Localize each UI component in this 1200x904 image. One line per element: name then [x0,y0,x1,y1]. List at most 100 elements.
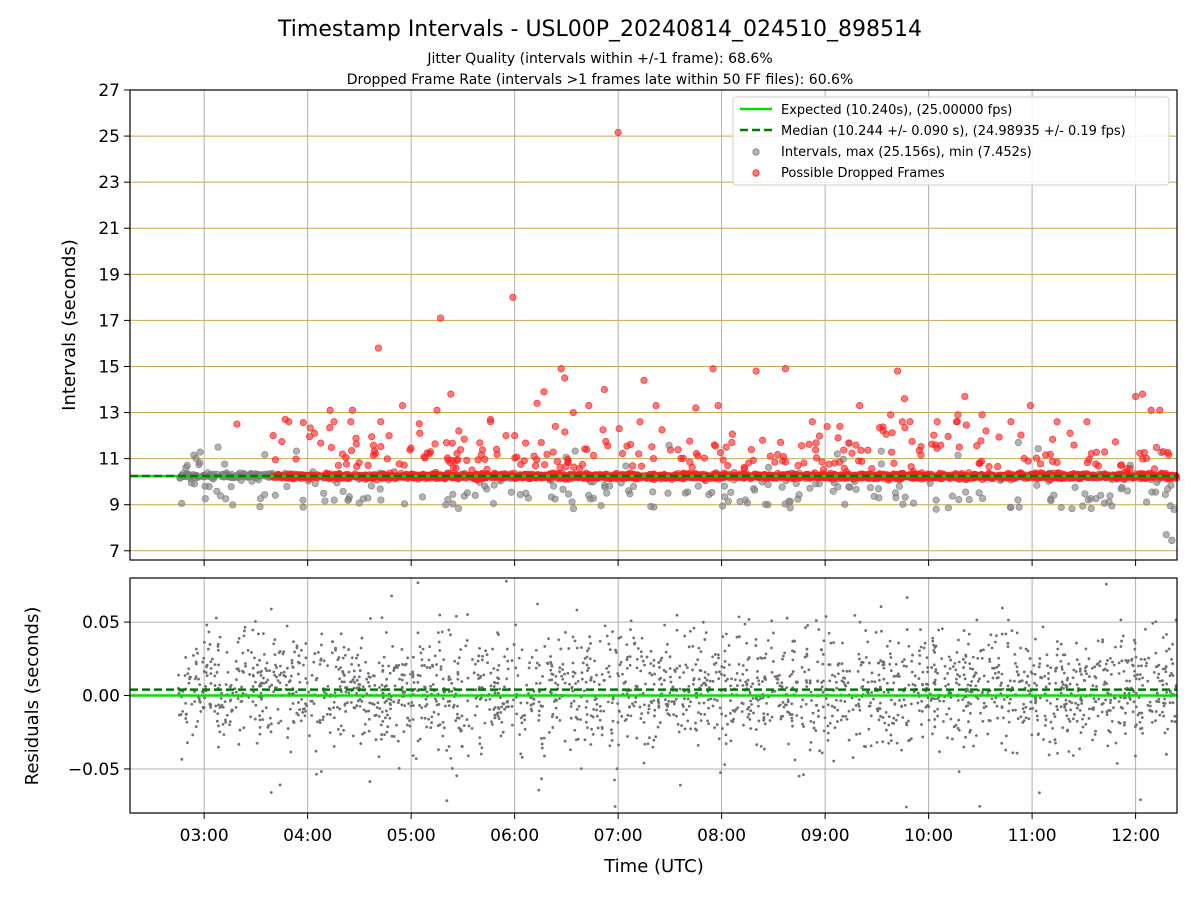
residual-point [1172,674,1175,677]
residual-point [747,679,750,682]
dropped-frame-point [680,455,686,461]
dropped-frame-point [853,442,859,448]
residual-point [227,671,230,674]
residual-point [1048,753,1051,756]
residual-point [224,700,227,703]
residual-point [649,662,652,665]
dropped-frame-point [750,457,756,463]
residual-point [719,771,722,774]
residual-point [703,713,706,716]
interval-point [878,448,884,454]
residual-point [840,662,843,665]
residual-point [933,725,936,728]
residual-point [442,697,445,700]
residual-point [195,725,198,728]
residual-point [640,712,643,715]
residual-point [982,720,985,723]
residual-point [1017,717,1020,720]
residual-point [991,667,994,670]
residual-point [385,731,388,734]
residual-point [975,734,978,737]
residual-point [697,647,700,650]
residual-point [940,657,943,660]
interval-point [933,506,939,512]
residual-point [692,679,695,682]
residual-point [575,738,578,741]
residual-point [723,674,726,677]
residual-point [762,712,765,715]
residual-point [419,651,422,654]
residual-point [1169,674,1172,677]
residual-point [858,732,861,735]
residual-point [434,655,437,658]
residual-point [686,666,689,669]
interval-point [1164,486,1170,492]
residual-point [599,640,602,643]
residual-point [957,719,960,722]
residual-point [291,659,294,662]
residual-point [721,727,724,730]
residual-point [342,657,345,660]
residual-point [832,760,835,763]
residual-point [575,609,578,612]
residual-point [812,712,815,715]
residual-point [1063,672,1066,675]
residual-point [1122,670,1125,673]
residual-point [807,668,810,671]
residual-point [729,699,732,702]
residual-point [365,678,368,681]
legend-intervals-swatch [753,149,759,155]
interval-point [202,495,208,501]
residual-point [1103,683,1106,686]
residual-point [793,650,796,653]
residual-point [456,713,459,716]
residual-point [1118,700,1121,703]
residual-point [181,710,184,713]
residual-point [728,644,731,647]
residual-point [876,741,879,744]
residual-point [845,670,848,673]
dropped-frame-point [1166,452,1172,458]
residual-point [907,684,910,687]
dropped-frame-point [378,443,384,449]
dropped-frame-point [650,455,656,461]
residual-point [1133,670,1136,673]
residual-point [368,718,371,721]
residual-point [1171,643,1174,646]
residual-point [905,722,908,725]
residual-point [514,623,517,626]
dropped-frame-point [576,465,582,471]
residual-point [445,749,448,752]
residual-point [693,627,696,630]
residual-point [782,701,785,704]
residual-point [1143,658,1146,661]
residual-point [541,705,544,708]
dropped-frame-outlier [448,391,454,397]
residual-point [574,682,577,685]
residual-point [292,702,295,705]
residual-point [1106,713,1109,716]
dropped-frame-outlier [327,407,333,413]
residual-point [969,667,972,670]
interval-point [765,464,771,470]
residual-point [589,657,592,660]
residual-point [498,664,501,667]
residual-point [1064,654,1067,657]
residual-point [1088,657,1091,660]
residual-point [937,629,940,632]
residual-point [265,706,268,709]
residual-point [339,733,342,736]
residual-point [430,715,433,718]
residual-point [491,648,494,651]
residual-point [561,668,564,671]
residual-point [857,653,860,656]
residual-point [360,647,363,650]
residual-point [279,784,282,787]
residual-point [1061,680,1064,683]
residual-point [965,655,968,658]
interval-point [1093,495,1099,501]
residual-point [907,645,910,648]
residual-point [770,619,773,622]
residual-point [306,681,309,684]
residual-point [1030,734,1033,737]
